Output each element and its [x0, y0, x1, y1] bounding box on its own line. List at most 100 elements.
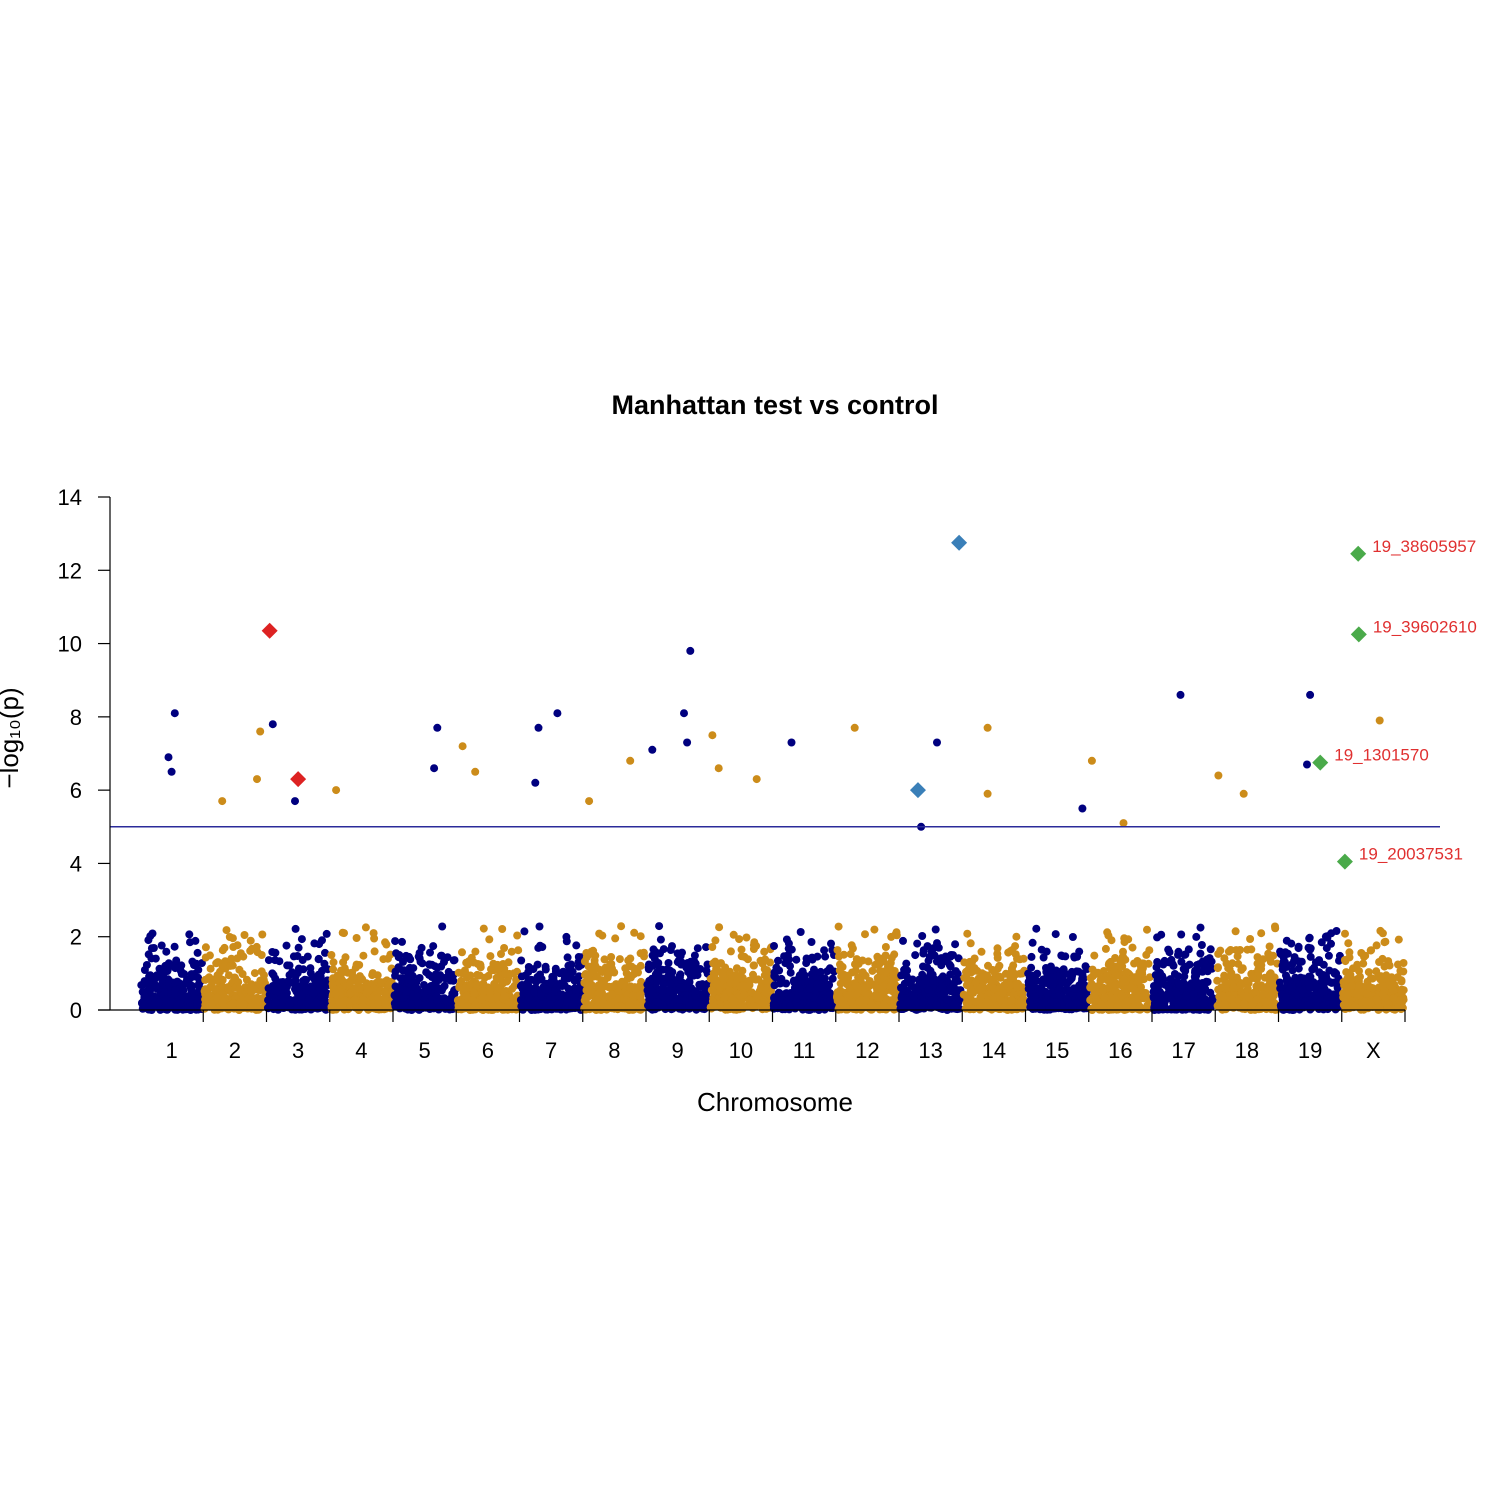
snp-point — [786, 1002, 794, 1011]
snp-point — [1323, 932, 1332, 941]
snp-point — [963, 929, 972, 938]
snp-point — [1268, 989, 1277, 998]
snp-point — [407, 1005, 415, 1014]
snp-point — [364, 987, 373, 996]
snp-point — [1196, 949, 1205, 958]
snp-point — [498, 925, 507, 933]
snp-point — [722, 1003, 731, 1012]
snp-point — [761, 988, 770, 997]
snp-point — [1320, 987, 1329, 996]
snp-point — [486, 952, 495, 961]
snp-point — [846, 950, 855, 959]
snp-point — [140, 966, 149, 974]
snp-point — [881, 951, 890, 960]
snp-point — [429, 942, 438, 951]
snp-point — [1032, 924, 1041, 933]
snp-point — [1332, 927, 1341, 935]
snp-point — [928, 976, 937, 985]
snp-point — [710, 1002, 719, 1011]
snp-point — [860, 984, 869, 993]
snp-point — [696, 965, 705, 973]
snp-point — [993, 949, 1002, 958]
snp-point — [645, 993, 654, 1002]
snp-point — [820, 946, 829, 955]
snp-point — [770, 942, 778, 950]
snp-point — [938, 983, 947, 992]
snp-point — [285, 1000, 294, 1009]
snp-point — [1119, 947, 1127, 956]
snp-point — [478, 993, 487, 1002]
snp-point — [891, 992, 900, 1001]
snp-point — [718, 971, 727, 980]
snp-point — [842, 975, 851, 984]
snp-point — [457, 998, 466, 1007]
snp-point — [502, 977, 511, 986]
snp-point — [1053, 1003, 1061, 1011]
snp-point — [730, 997, 739, 1006]
snp-point — [615, 955, 624, 964]
snp-point — [1153, 933, 1162, 942]
snp-point — [1154, 981, 1163, 990]
snp-point — [1220, 954, 1229, 963]
snp-point — [1057, 951, 1066, 960]
snp-point — [899, 1005, 908, 1013]
snp-point — [181, 979, 189, 988]
snp-point — [836, 960, 844, 969]
snp-point — [173, 977, 182, 986]
snp-point — [864, 957, 873, 966]
snp-point — [239, 1000, 248, 1009]
snp-point — [1027, 963, 1036, 972]
snp-point — [391, 937, 400, 946]
snp-point — [271, 956, 279, 965]
snp-point — [984, 961, 992, 970]
snp-point — [1213, 976, 1222, 985]
snp-point — [1182, 962, 1191, 971]
snp-point — [761, 955, 770, 964]
snp-point — [517, 1002, 526, 1011]
snp-point — [754, 975, 763, 984]
snp-point — [533, 973, 542, 981]
snp-point — [293, 1004, 301, 1013]
snp-point — [1007, 946, 1016, 955]
snp-point — [913, 1005, 922, 1014]
snp-point — [542, 985, 551, 994]
snp-point — [513, 931, 522, 940]
snp-point — [951, 977, 960, 986]
snp-point — [536, 941, 545, 950]
snp-point — [1152, 963, 1161, 972]
snp-point — [165, 976, 174, 985]
snp-point — [149, 944, 158, 952]
snp-point — [1012, 932, 1021, 941]
snp-point — [527, 975, 536, 984]
snp-point — [299, 965, 308, 974]
snp-point — [1039, 953, 1048, 962]
snp-point — [359, 951, 368, 960]
snp-point — [1246, 935, 1255, 943]
snp-point — [152, 981, 161, 990]
snp-point — [867, 1001, 876, 1010]
snp-point — [858, 968, 867, 977]
snp-point — [962, 967, 971, 976]
snp-point — [782, 979, 791, 988]
snp-point — [1043, 989, 1052, 998]
snp-point — [258, 930, 267, 939]
snp-point — [421, 1000, 430, 1009]
snp-point — [352, 934, 361, 942]
snp-point — [686, 959, 695, 968]
snp-point — [1105, 1000, 1114, 1009]
snp-point — [224, 971, 233, 980]
snp-point — [691, 1000, 700, 1009]
snp-point — [1149, 987, 1158, 996]
snp-point — [1333, 983, 1342, 992]
snp-point — [383, 954, 392, 963]
snp-point — [201, 999, 210, 1008]
snp-point — [1134, 1005, 1143, 1014]
snp-point — [820, 974, 829, 983]
snp-point — [193, 948, 202, 957]
snp-point — [314, 976, 323, 985]
snp-point — [140, 991, 149, 1000]
snp-point — [212, 959, 221, 968]
snp-point — [924, 986, 933, 994]
snp-point — [749, 961, 758, 970]
